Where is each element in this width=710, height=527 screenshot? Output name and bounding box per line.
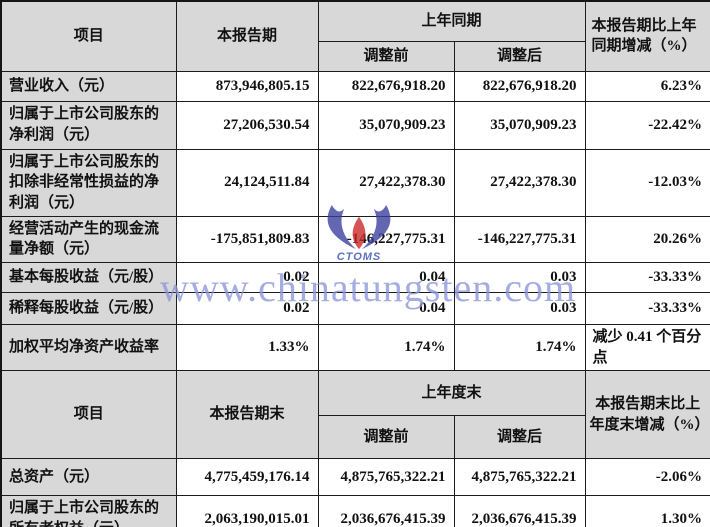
current-period-cell: 0.02 bbox=[175, 291, 319, 325]
change-cell: -33.33% bbox=[584, 291, 710, 325]
col-header-current-period: 本报告期 bbox=[175, 0, 319, 72]
table-row: 营业收入（元） 873,946,805.15 822,676,918.20 82… bbox=[0, 70, 710, 102]
section1-header-row-top: 项目 本报告期 上年同期 本报告期比上年同期增减（%） bbox=[0, 0, 710, 72]
post-adjust-cell: 822,676,918.20 bbox=[453, 70, 586, 102]
current-period-cell: 0.02 bbox=[175, 261, 319, 293]
post-adjust-cell: 35,070,909.23 bbox=[453, 100, 586, 150]
section2-header-row-sub: 调整前 调整后 bbox=[1, 415, 710, 460]
post-adjust-cell: 2,036,676,415.39 bbox=[453, 495, 586, 527]
table-row: 稀释每股收益（元/股） 0.02 0.04 0.03 -33.33% bbox=[0, 291, 710, 325]
table-row: 归属于上市公司股东的净利润（元） 27,206,530.54 35,070,90… bbox=[0, 100, 710, 150]
post-adjust-cell: 1.74% bbox=[453, 323, 586, 372]
pre-adjust-cell: 0.04 bbox=[317, 261, 455, 293]
change-cell: 1.30% bbox=[584, 495, 710, 527]
item-label-cell: 稀释每股收益（元/股） bbox=[0, 291, 177, 325]
item-label-cell: 经营活动产生的现金流量净额（元） bbox=[0, 215, 177, 263]
post-adjust-cell: -146,227,775.31 bbox=[453, 215, 586, 263]
pre-adjust-cell: 4,875,765,322.21 bbox=[317, 458, 455, 497]
item-label-cell: 归属于上市公司股东的扣除非经常性损益的净利润（元） bbox=[0, 148, 177, 217]
current-period-cell: 4,775,459,176.14 bbox=[175, 458, 319, 497]
change-cell: -12.03% bbox=[584, 148, 710, 217]
current-period-cell: -175,851,809.83 bbox=[175, 215, 319, 263]
col-header-item: 项目 bbox=[0, 0, 177, 72]
post-adjust-cell: 27,422,378.30 bbox=[453, 148, 586, 217]
table-row: 经营活动产生的现金流量净额（元） -175,851,809.83 -146,22… bbox=[0, 215, 710, 263]
item-label-cell: 基本每股收益（元/股） bbox=[0, 261, 177, 293]
post-adjust-cell: 0.03 bbox=[453, 261, 586, 293]
col-header-change-pct: 本报告期比上年同期增减（%） bbox=[584, 0, 710, 72]
post-adjust-cell: 4,875,765,322.21 bbox=[453, 458, 586, 497]
change-cell: 减少 0.41 个百分点 bbox=[584, 323, 710, 372]
current-period-cell: 873,946,805.15 bbox=[175, 70, 319, 102]
item-label-cell: 总资产（元） bbox=[0, 458, 177, 497]
section1-header-row-sub: 调整前 调整后 bbox=[1, 40, 710, 72]
change-cell: -22.42% bbox=[584, 100, 710, 150]
table-row: 总资产（元） 4,775,459,176.14 4,875,765,322.21… bbox=[0, 458, 710, 497]
col-header-item: 项目 bbox=[0, 370, 177, 460]
pre-adjust-cell: 822,676,918.20 bbox=[317, 70, 455, 102]
pre-adjust-cell: 2,036,676,415.39 bbox=[317, 495, 455, 527]
col-header-prior-yearend-group: 上年度末 bbox=[317, 370, 586, 417]
current-period-cell: 2,063,190,015.01 bbox=[175, 495, 319, 527]
col-header-change-pct: 本报告期末比上年度末增减（%） bbox=[584, 370, 710, 460]
current-period-cell: 27,206,530.54 bbox=[175, 100, 319, 150]
table-row: 归属于上市公司股东的所有者权益（元） 2,063,190,015.01 2,03… bbox=[0, 495, 710, 527]
change-cell: 6.23% bbox=[584, 70, 710, 102]
col-header-current-period-end: 本报告期末 bbox=[175, 370, 319, 460]
post-adjust-cell: 0.03 bbox=[453, 291, 586, 325]
table-row: 基本每股收益（元/股） 0.02 0.04 0.03 -33.33% bbox=[0, 261, 710, 293]
pre-adjust-cell: -146,227,775.31 bbox=[317, 215, 455, 263]
change-cell: -33.33% bbox=[584, 261, 710, 293]
col-header-post-adjustment: 调整后 bbox=[453, 415, 586, 460]
item-label-cell: 加权平均净资产收益率 bbox=[0, 323, 177, 372]
pre-adjust-cell: 27,422,378.30 bbox=[317, 148, 455, 217]
current-period-cell: 1.33% bbox=[175, 323, 319, 372]
item-label-cell: 归属于上市公司股东的净利润（元） bbox=[0, 100, 177, 150]
current-period-cell: 24,124,511.84 bbox=[175, 148, 319, 217]
col-header-pre-adjustment: 调整前 bbox=[317, 40, 455, 72]
section2-header-row-top: 项目 本报告期末 上年度末 本报告期末比上年度末增减（%） bbox=[0, 370, 710, 460]
col-header-prior-period-group: 上年同期 bbox=[317, 0, 586, 42]
pre-adjust-cell: 35,070,909.23 bbox=[317, 100, 455, 150]
change-cell: -2.06% bbox=[584, 458, 710, 497]
pre-adjust-cell: 0.04 bbox=[317, 291, 455, 325]
pre-adjust-cell: 1.74% bbox=[317, 323, 455, 372]
col-header-pre-adjustment: 调整前 bbox=[317, 415, 455, 460]
item-label-cell: 营业收入（元） bbox=[0, 70, 177, 102]
table-row: 归属于上市公司股东的扣除非经常性损益的净利润（元） 24,124,511.84 … bbox=[0, 148, 710, 217]
table-row: 加权平均净资产收益率 1.33% 1.74% 1.74% 减少 0.41 个百分… bbox=[0, 323, 710, 372]
change-cell: 20.26% bbox=[584, 215, 710, 263]
col-header-post-adjustment: 调整后 bbox=[453, 40, 586, 72]
item-label-cell: 归属于上市公司股东的所有者权益（元） bbox=[0, 495, 177, 527]
